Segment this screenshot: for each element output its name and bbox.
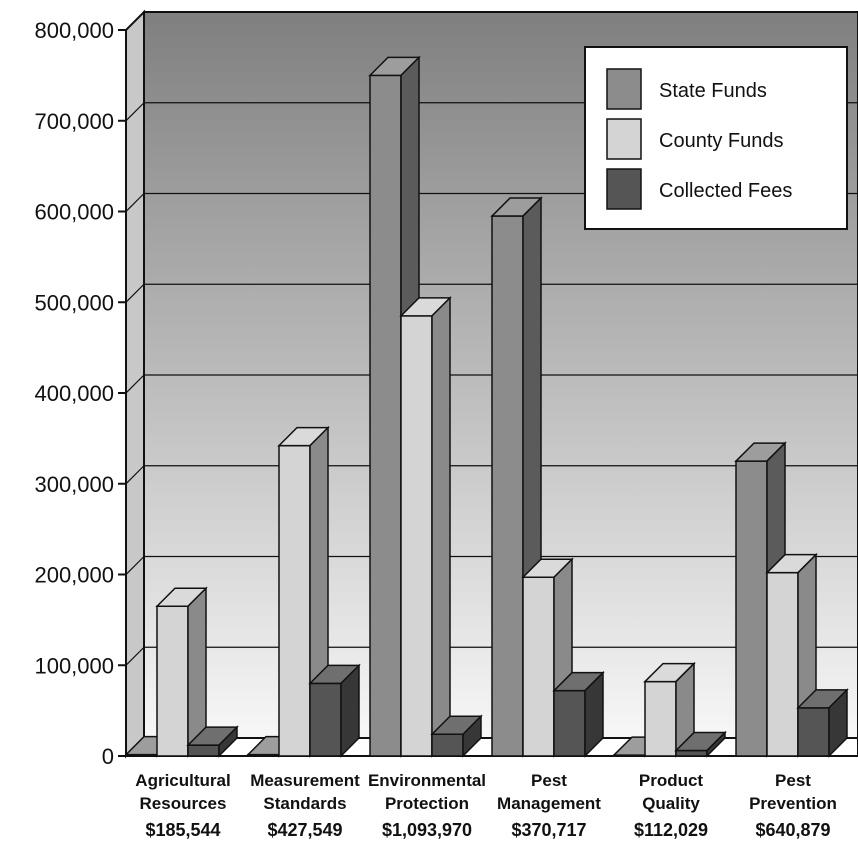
bar (186, 725, 239, 758)
bar (308, 663, 361, 758)
bar (277, 425, 330, 758)
y-tick-label: 200,000 (34, 563, 114, 588)
category-total: $427,549 (267, 820, 342, 840)
legend-label: County Funds (659, 130, 784, 152)
bar-front (522, 576, 555, 757)
category-total: $370,717 (511, 820, 586, 840)
gridline-side (125, 102, 145, 122)
bar-side (218, 725, 238, 758)
gridline-side (125, 11, 145, 31)
y-axis: 0 100,000 200,000 300,000 400,000 500,000 600,… (34, 18, 127, 769)
gridline-side (125, 465, 145, 485)
category-label-line1: Pest (531, 771, 567, 790)
legend-label: State Funds (659, 80, 767, 102)
bar-front (797, 707, 830, 757)
bar-front (735, 460, 768, 757)
bar-front (278, 444, 311, 757)
bar (490, 196, 543, 758)
category-label-line2: Protection (385, 794, 469, 813)
bar (155, 586, 208, 758)
category-total: $1,093,970 (382, 820, 472, 840)
bar (399, 296, 452, 758)
y-tick-label: 800,000 (34, 18, 114, 43)
bar-side (828, 688, 848, 758)
category-label-line2: Management (497, 794, 601, 813)
category-total: $185,544 (145, 820, 220, 840)
category-label-line1: Agricultural (135, 771, 230, 790)
gridline-side (125, 646, 145, 666)
category-label-line1: Pest (775, 771, 811, 790)
bar (796, 688, 849, 758)
category-label-line2: Resources (140, 794, 227, 813)
category-label-line1: Environmental (368, 771, 486, 790)
category-label-line1: Measurement (250, 771, 360, 790)
bar-front (156, 605, 189, 757)
gridline-side (125, 283, 145, 303)
gridline-side (125, 193, 145, 212)
bar-side (462, 714, 482, 758)
bar-side (584, 670, 604, 758)
bar-front (431, 733, 464, 757)
legend: State Funds County Funds Collected Fees (584, 46, 848, 230)
bar-side (431, 296, 451, 758)
bar-front (675, 749, 708, 757)
bars (124, 55, 849, 758)
y-tick-label: 300,000 (34, 472, 114, 497)
category-label-line1: Product (639, 771, 704, 790)
bar-side (340, 663, 360, 758)
bar-front (400, 315, 433, 757)
category-label-line2: Prevention (749, 794, 837, 813)
y-tick-label: 100,000 (34, 653, 114, 678)
bar (674, 730, 727, 758)
legend-label: Collected Fees (659, 180, 792, 202)
y-tick-label: 500,000 (34, 290, 114, 315)
legend-swatch (606, 168, 642, 210)
bar (552, 670, 605, 758)
y-tick-label: 0 (102, 744, 114, 769)
bar-side (706, 730, 726, 758)
category-label-line2: Standards (263, 794, 346, 813)
gridline-side (125, 556, 145, 575)
bar-front (309, 682, 342, 757)
category-total: $112,029 (634, 820, 708, 840)
category-total: $640,879 (755, 820, 830, 840)
bar-front (766, 571, 799, 757)
bar-front (369, 74, 402, 757)
y-tick-label: 600,000 (34, 200, 114, 225)
y-tick-label: 700,000 (34, 109, 114, 134)
bar-front (187, 744, 220, 757)
bar-front (553, 689, 586, 757)
category-label-line2: Quality (642, 794, 700, 813)
bar-front (644, 680, 677, 757)
bar (430, 714, 483, 758)
bar-front (491, 215, 524, 757)
y-tick-label: 400,000 (34, 381, 114, 406)
gridline-side (125, 374, 145, 394)
legend-swatch (606, 118, 642, 160)
x-axis-labels: Agricultural Resources $185,544 Measurement… (135, 771, 837, 840)
legend-swatch (606, 68, 642, 110)
